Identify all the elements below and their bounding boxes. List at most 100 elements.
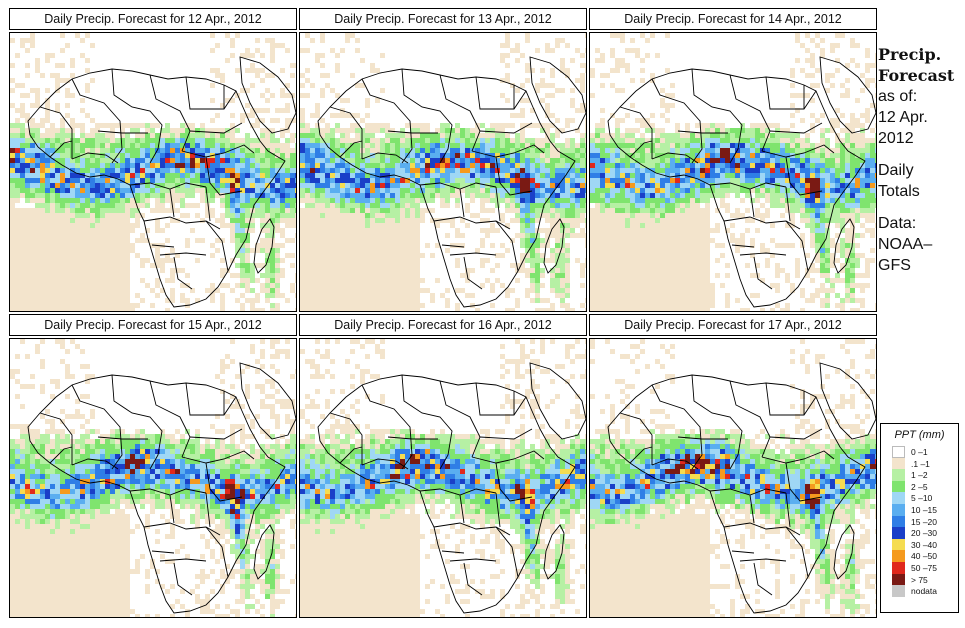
precip-cell <box>230 233 235 238</box>
precip-cell <box>505 63 510 68</box>
precip-cell <box>715 208 720 213</box>
precip-cell <box>630 173 635 178</box>
precip-cell <box>270 278 275 283</box>
precip-cell <box>365 208 370 213</box>
precip-cell <box>305 78 310 83</box>
precip-cell <box>585 138 586 143</box>
precip-cell <box>275 168 280 173</box>
precip-cell <box>420 193 425 198</box>
precip-cell <box>840 93 845 98</box>
precip-cell <box>480 148 485 153</box>
precip-cell <box>110 133 115 138</box>
precip-cell <box>385 238 390 243</box>
precip-cell <box>625 48 630 53</box>
precip-cell <box>160 268 165 273</box>
precip-cell <box>120 153 125 158</box>
precip-cell <box>395 288 400 293</box>
precip-cell <box>50 273 55 278</box>
precip-cell <box>375 288 380 293</box>
precip-cell <box>585 163 586 168</box>
precip-cell <box>600 168 605 173</box>
precip-cell <box>75 288 80 293</box>
precip-cell <box>260 183 265 188</box>
precip-cell <box>245 233 250 238</box>
precip-cell <box>740 163 745 168</box>
precip-cell <box>755 143 760 148</box>
precip-cell <box>620 188 625 193</box>
precip-cell <box>585 173 586 178</box>
precip-cell <box>115 268 120 273</box>
precip-cell <box>805 158 810 163</box>
precip-cell <box>80 283 85 288</box>
precip-cell <box>380 128 385 133</box>
precip-cell <box>195 153 200 158</box>
precip-cell <box>795 173 800 178</box>
precip-cell <box>525 223 530 228</box>
precip-cell <box>35 163 40 168</box>
country-border <box>387 130 438 134</box>
precip-cell <box>240 213 245 218</box>
precip-cell <box>825 158 830 163</box>
precip-cell <box>500 128 505 133</box>
precip-cell <box>825 188 830 193</box>
precip-cell <box>375 243 380 248</box>
precip-cell <box>845 78 850 83</box>
precip-cell <box>390 248 395 253</box>
precip-cell <box>770 193 775 198</box>
precip-cell <box>730 173 735 178</box>
precip-cell <box>340 303 345 308</box>
precip-cell <box>365 163 370 168</box>
precip-cell <box>65 203 70 208</box>
precip-cell <box>395 298 400 303</box>
precip-cell <box>215 153 220 158</box>
precip-cell <box>270 193 275 198</box>
precip-cell <box>620 178 625 183</box>
precip-cell <box>25 298 30 303</box>
precip-cell <box>510 48 515 53</box>
precip-cell <box>395 253 400 258</box>
precip-cell <box>55 303 60 308</box>
precip-cell <box>275 223 280 228</box>
precip-cell <box>315 268 320 273</box>
precip-cell <box>720 178 725 183</box>
precip-cell <box>530 238 535 243</box>
precip-cell <box>365 178 370 183</box>
precip-cell <box>690 143 695 148</box>
precip-cell <box>70 183 75 188</box>
precip-cell <box>360 138 365 143</box>
precip-cell <box>670 103 675 108</box>
precip-cell <box>90 158 95 163</box>
precip-cell <box>705 128 710 133</box>
precip-cell <box>845 208 850 213</box>
precip-cell <box>375 228 380 233</box>
precip-cell <box>110 308 115 311</box>
precip-cell <box>230 38 235 43</box>
precip-cell <box>555 163 560 168</box>
precip-cell <box>450 148 455 153</box>
precip-cell <box>20 268 25 273</box>
precip-cell <box>270 248 275 253</box>
precip-cell <box>480 143 485 148</box>
precip-cell <box>155 253 160 258</box>
precip-cell <box>145 158 150 163</box>
precip-cell <box>395 188 400 193</box>
precip-cell <box>835 183 840 188</box>
precip-cell <box>195 163 200 168</box>
precip-cell <box>325 218 330 223</box>
precip-cell <box>520 218 525 223</box>
precip-cell <box>385 153 390 158</box>
precip-cell <box>840 203 845 208</box>
precip-cell <box>280 183 285 188</box>
precip-cell <box>535 173 540 178</box>
precip-cell <box>310 128 315 133</box>
precip-cell <box>30 178 35 183</box>
precip-cell <box>205 168 210 173</box>
precip-cell <box>65 208 70 213</box>
precip-cell <box>60 298 65 303</box>
precip-cell <box>370 193 375 198</box>
precip-cell <box>550 113 555 118</box>
precip-cell <box>70 273 75 278</box>
precip-cell <box>35 308 40 311</box>
precip-cell <box>535 188 540 193</box>
precip-cell <box>385 133 390 138</box>
